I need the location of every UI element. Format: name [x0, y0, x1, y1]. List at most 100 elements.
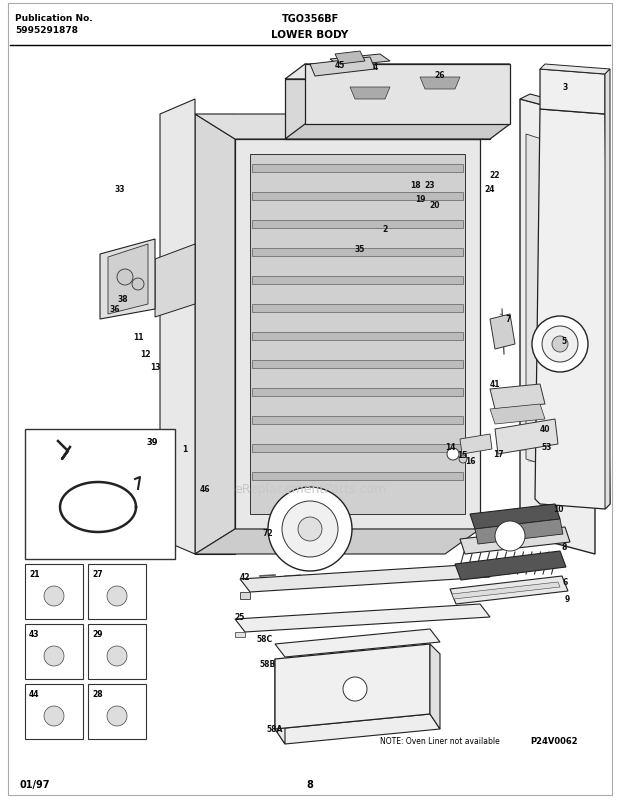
Polygon shape: [455, 552, 566, 581]
Polygon shape: [470, 504, 560, 529]
Polygon shape: [275, 644, 430, 729]
Text: 46: 46: [200, 485, 210, 494]
Text: 1: 1: [182, 445, 188, 454]
Polygon shape: [108, 245, 148, 315]
Text: 10: 10: [553, 505, 563, 514]
Circle shape: [542, 327, 578, 362]
Polygon shape: [252, 472, 463, 480]
Polygon shape: [430, 644, 440, 729]
Polygon shape: [235, 632, 245, 638]
Polygon shape: [252, 444, 463, 452]
Text: 42: 42: [240, 573, 250, 582]
Polygon shape: [240, 593, 250, 599]
Text: 13: 13: [150, 363, 160, 372]
Polygon shape: [195, 529, 480, 554]
Circle shape: [44, 586, 64, 606]
Text: LOWER BODY: LOWER BODY: [272, 30, 348, 40]
Circle shape: [459, 455, 467, 463]
Text: 19: 19: [415, 195, 425, 204]
Text: 5: 5: [562, 337, 567, 346]
Circle shape: [532, 316, 588, 373]
Text: 26: 26: [435, 71, 445, 79]
Polygon shape: [250, 155, 465, 515]
Polygon shape: [275, 659, 285, 744]
Polygon shape: [240, 565, 490, 593]
Text: 15: 15: [457, 451, 467, 460]
Text: 43: 43: [29, 630, 40, 638]
Polygon shape: [252, 165, 463, 173]
Polygon shape: [285, 80, 490, 140]
Polygon shape: [252, 417, 463, 425]
Polygon shape: [450, 577, 568, 604]
Bar: [88, 624, 146, 679]
Circle shape: [107, 646, 127, 666]
Text: 8: 8: [561, 543, 567, 552]
Circle shape: [343, 677, 367, 701]
Text: 3: 3: [562, 84, 568, 92]
Polygon shape: [540, 65, 610, 75]
Polygon shape: [350, 88, 390, 100]
Text: 53: 53: [542, 443, 552, 452]
Text: 4: 4: [373, 63, 378, 72]
Text: 35: 35: [355, 245, 365, 255]
Polygon shape: [252, 193, 463, 201]
Text: 72: 72: [263, 529, 273, 538]
Bar: [88, 565, 146, 619]
Text: 11: 11: [133, 333, 143, 342]
Text: 12: 12: [140, 350, 150, 359]
Polygon shape: [235, 604, 490, 632]
Text: 9: 9: [564, 595, 570, 604]
Text: 39: 39: [146, 438, 158, 446]
Text: 58B: 58B: [260, 660, 276, 669]
Polygon shape: [285, 124, 510, 140]
Text: 58A: 58A: [267, 724, 283, 734]
Circle shape: [552, 336, 568, 353]
Text: 22: 22: [490, 170, 500, 179]
Text: 40: 40: [540, 425, 551, 434]
Polygon shape: [460, 434, 492, 454]
Polygon shape: [100, 240, 155, 320]
Polygon shape: [252, 221, 463, 229]
Circle shape: [117, 270, 133, 286]
Polygon shape: [155, 245, 195, 318]
Polygon shape: [475, 520, 563, 544]
Circle shape: [107, 586, 127, 606]
Polygon shape: [252, 389, 463, 397]
Bar: [25, 624, 83, 679]
Text: Publication No.: Publication No.: [15, 14, 92, 23]
Text: 5995291878: 5995291878: [15, 26, 78, 35]
Text: 01/97: 01/97: [20, 779, 50, 789]
Text: 20: 20: [430, 200, 440, 210]
Text: 25: 25: [235, 613, 245, 622]
Text: 45: 45: [335, 60, 345, 69]
Polygon shape: [535, 110, 610, 509]
Text: 33: 33: [115, 185, 125, 194]
Text: 23: 23: [425, 181, 435, 190]
Text: 8: 8: [306, 779, 314, 789]
Bar: [25, 684, 83, 739]
Circle shape: [132, 279, 144, 291]
Polygon shape: [520, 100, 595, 554]
Polygon shape: [252, 304, 463, 312]
Polygon shape: [195, 115, 235, 554]
Polygon shape: [310, 58, 375, 77]
Text: 29: 29: [92, 630, 102, 638]
Text: eReplacementParts.com: eReplacementParts.com: [234, 483, 386, 496]
Polygon shape: [420, 78, 460, 90]
Text: 28: 28: [92, 689, 103, 698]
Polygon shape: [490, 315, 515, 349]
Bar: [88, 684, 146, 739]
Text: P24V0062: P24V0062: [530, 736, 578, 745]
Polygon shape: [526, 135, 588, 479]
Text: 41: 41: [490, 380, 500, 389]
Text: 7: 7: [505, 315, 511, 324]
Text: 24: 24: [485, 185, 495, 194]
Circle shape: [447, 448, 459, 460]
Circle shape: [44, 646, 64, 666]
Text: 6: 6: [562, 578, 568, 587]
Polygon shape: [195, 115, 235, 554]
Polygon shape: [490, 385, 545, 410]
Polygon shape: [235, 140, 480, 529]
Polygon shape: [252, 277, 463, 284]
Text: 16: 16: [465, 457, 476, 466]
